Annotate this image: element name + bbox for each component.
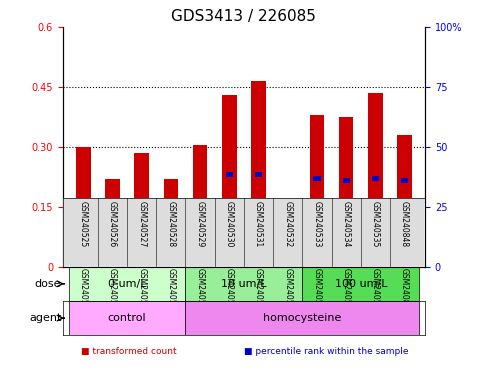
Text: dose: dose <box>35 279 61 289</box>
Bar <box>255 172 262 177</box>
Title: GDS3413 / 226085: GDS3413 / 226085 <box>171 9 316 24</box>
Text: GSM240525: GSM240525 <box>79 268 88 314</box>
Text: GSM240527: GSM240527 <box>137 201 146 247</box>
Text: GSM240525: GSM240525 <box>79 201 88 247</box>
Bar <box>401 178 408 183</box>
Bar <box>313 176 321 181</box>
Text: 0 um/L: 0 um/L <box>108 279 146 289</box>
Bar <box>251 81 266 267</box>
Bar <box>284 242 291 247</box>
Text: GSM240529: GSM240529 <box>196 268 205 314</box>
FancyBboxPatch shape <box>69 301 185 335</box>
Bar <box>105 179 120 267</box>
Text: GSM240535: GSM240535 <box>371 201 380 247</box>
Bar <box>76 147 90 267</box>
Text: GSM240528: GSM240528 <box>166 201 175 247</box>
Text: 10 um/L: 10 um/L <box>221 279 267 289</box>
Text: GSM240526: GSM240526 <box>108 268 117 314</box>
Bar <box>193 145 207 267</box>
FancyBboxPatch shape <box>185 301 419 335</box>
Text: GSM240535: GSM240535 <box>371 268 380 315</box>
Text: ■ transformed count: ■ transformed count <box>81 347 176 356</box>
Bar <box>398 135 412 267</box>
Bar <box>109 204 116 209</box>
Bar <box>310 115 324 267</box>
FancyBboxPatch shape <box>302 267 419 301</box>
Text: GSM240529: GSM240529 <box>196 201 205 247</box>
Text: GSM240532: GSM240532 <box>283 201 292 247</box>
Bar <box>167 204 174 209</box>
FancyBboxPatch shape <box>185 267 302 301</box>
Text: control: control <box>108 313 146 323</box>
Text: GSM240534: GSM240534 <box>341 268 351 315</box>
Text: ■ percentile rank within the sample: ■ percentile rank within the sample <box>244 347 409 356</box>
Text: GSM240526: GSM240526 <box>108 201 117 247</box>
Bar <box>372 176 379 181</box>
Text: GSM240530: GSM240530 <box>225 268 234 315</box>
Text: GSM240848: GSM240848 <box>400 201 409 247</box>
Text: GSM240528: GSM240528 <box>166 268 175 314</box>
Text: GSM240531: GSM240531 <box>254 201 263 247</box>
FancyBboxPatch shape <box>69 267 185 301</box>
Bar <box>197 200 204 205</box>
Text: GSM240534: GSM240534 <box>341 201 351 247</box>
Bar <box>342 178 350 183</box>
Bar <box>281 245 295 267</box>
Text: GSM240531: GSM240531 <box>254 268 263 314</box>
Bar <box>138 200 145 205</box>
Text: GSM240848: GSM240848 <box>400 268 409 314</box>
Bar <box>222 95 237 267</box>
Text: GSM240533: GSM240533 <box>313 268 322 315</box>
Bar <box>134 153 149 267</box>
Bar <box>368 93 383 267</box>
Text: GSM240533: GSM240533 <box>313 201 322 247</box>
Text: GSM240532: GSM240532 <box>283 268 292 314</box>
Bar <box>226 172 233 177</box>
Text: 100 um/L: 100 um/L <box>335 279 387 289</box>
Text: GSM240530: GSM240530 <box>225 201 234 247</box>
Text: homocysteine: homocysteine <box>263 313 341 323</box>
Bar <box>339 117 354 267</box>
Text: agent: agent <box>29 313 61 323</box>
Bar <box>164 179 178 267</box>
Text: GSM240527: GSM240527 <box>137 268 146 314</box>
Bar <box>80 200 87 205</box>
